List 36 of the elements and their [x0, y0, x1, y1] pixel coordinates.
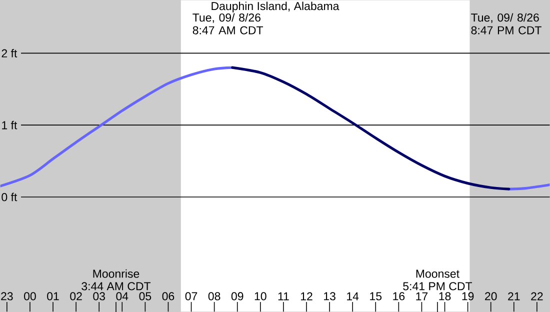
- annotation: Tue, 09/ 8/26: [471, 13, 539, 23]
- chart-title: Dauphin Island, Alabama: [212, 2, 340, 12]
- y-tick-label: 2 ft: [2, 48, 18, 58]
- x-tick-label: 14: [347, 292, 359, 300]
- x-tick-label: 01: [47, 292, 59, 300]
- y-tick-label: 0 ft: [2, 192, 18, 202]
- annotation: 8:47 AM CDT: [192, 26, 264, 34]
- annotation: Tue, 09/ 8/26: [192, 13, 260, 23]
- x-tick-label: 11: [278, 292, 289, 300]
- x-tick-label: 00: [24, 292, 36, 300]
- annotation: Moonset: [416, 270, 460, 278]
- y-tick-label: 1 ft: [2, 120, 18, 130]
- x-tick-label: 16: [393, 292, 405, 300]
- x-tick-label: 18: [439, 292, 451, 300]
- x-tick-label: 08: [208, 292, 220, 300]
- x-tick-label: 09: [231, 292, 244, 300]
- x-tick-label: 15: [370, 292, 382, 300]
- x-tick-label: 20: [485, 292, 497, 300]
- x-tick-label: 02: [70, 292, 82, 300]
- x-tick-label: 23: [1, 292, 13, 300]
- x-tick-label: 06: [162, 292, 174, 300]
- x-tick-label: 22: [531, 292, 543, 300]
- x-tick-label: 21: [508, 292, 520, 300]
- x-tick-label: 07: [185, 292, 198, 300]
- x-tick-label: 12: [300, 292, 312, 300]
- annotation: Moonrise: [93, 269, 140, 278]
- x-tick-label: 04: [116, 292, 128, 300]
- x-tick-label: 05: [139, 292, 152, 300]
- x-tick-label: 13: [324, 292, 336, 300]
- x-tick-label: 17: [416, 292, 428, 300]
- x-tick-label: 03: [93, 292, 105, 300]
- annotation: 5:41 PM CDT: [403, 282, 472, 290]
- x-tick-label: 10: [254, 292, 266, 300]
- annotation: 3:44 AM CDT: [82, 282, 151, 290]
- annotation: 8:47 PM CDT: [471, 26, 542, 34]
- x-tick-label: 19: [462, 292, 474, 300]
